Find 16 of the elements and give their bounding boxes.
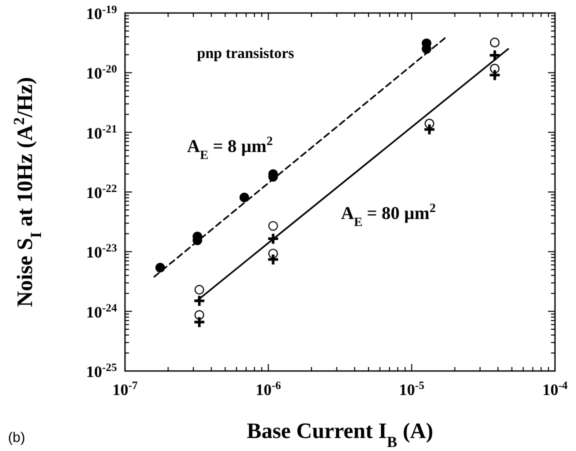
y-tick-label: 10$^{-25}$ <box>86 362 118 381</box>
x-tick-label: 10$^{-6}$ <box>256 380 282 399</box>
y-tick-label: 10$^{-20}$ <box>86 64 118 83</box>
y-tick-label: 10$^{-22}$ <box>86 183 118 202</box>
annotation: A$_{E}$ = 8 µm$^{2}$ <box>187 134 273 162</box>
x-tick-label: 10$^{-4}$ <box>542 380 568 399</box>
annotation: A$_{E}$ = 80 µm$^{2}$ <box>341 201 436 229</box>
y-tick-label: 10$^{-24}$ <box>86 302 118 322</box>
y-tick-label: 10$^{-19}$ <box>86 4 118 23</box>
y-tick-label: 10$^{-21}$ <box>86 123 118 142</box>
x-tick-label: 10$^{-7}$ <box>112 380 138 399</box>
text: (b) <box>8 429 26 445</box>
x-tick-label: 10$^{-5}$ <box>399 380 425 399</box>
y-tick-label: 10$^{-23}$ <box>86 242 118 262</box>
annotation: pnp transistors <box>197 46 294 62</box>
x-axis-title: Base Current I$_{B}$ (A) <box>246 418 434 450</box>
